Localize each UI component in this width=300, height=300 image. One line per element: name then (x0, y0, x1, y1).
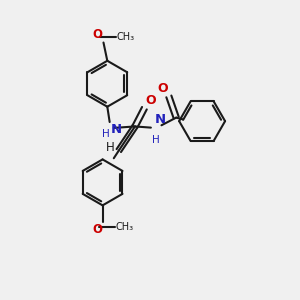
Text: H: H (152, 135, 160, 145)
Text: O: O (92, 28, 102, 41)
Text: CH₃: CH₃ (116, 222, 134, 232)
Text: O: O (92, 223, 102, 236)
Text: H: H (106, 141, 115, 154)
Text: H: H (102, 129, 110, 139)
Text: O: O (146, 94, 156, 107)
Text: CH₃: CH₃ (117, 32, 135, 42)
Text: O: O (157, 82, 168, 94)
Text: N: N (155, 113, 166, 126)
Text: N: N (111, 124, 122, 136)
